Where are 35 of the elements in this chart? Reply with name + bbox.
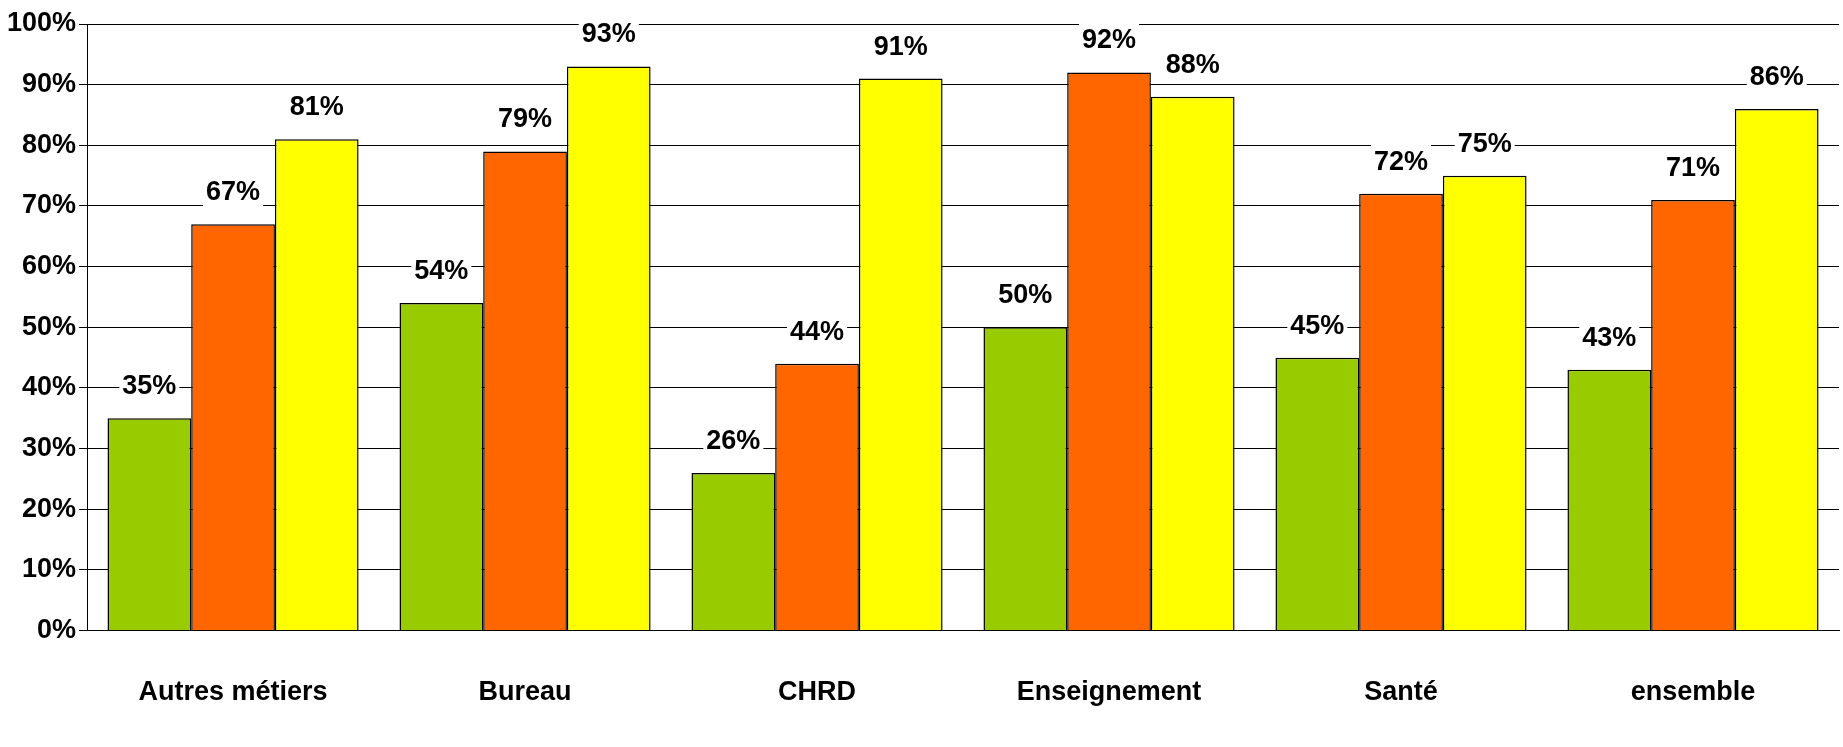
data-label: 54%	[414, 254, 469, 285]
y-tick-label: 20%	[22, 492, 77, 523]
data-label: 91%	[873, 30, 928, 61]
y-tick-label: 70%	[22, 189, 77, 220]
data-label: 71%	[1665, 151, 1721, 182]
data-label: 92%	[1082, 24, 1137, 55]
x-tick-label: Autres métiers	[138, 676, 328, 707]
y-tick-label: 80%	[22, 128, 77, 159]
data-label: 81%	[289, 91, 344, 122]
x-tick-label: CHRD	[778, 676, 857, 707]
data-label: 43%	[1582, 321, 1637, 352]
y-tick-label: 10%	[22, 553, 77, 584]
data-label: 93%	[581, 18, 636, 49]
data-label: 75%	[1457, 127, 1512, 158]
x-tick-label: Santé	[1364, 676, 1438, 707]
data-label: 86%	[1749, 60, 1804, 91]
data-label: 44%	[790, 315, 845, 346]
y-tick-label: 60%	[22, 250, 77, 281]
y-tick-label: 30%	[22, 432, 77, 463]
data-label: 88%	[1165, 48, 1220, 79]
y-tick-label: 50%	[22, 310, 77, 341]
y-tick-label: 90%	[22, 68, 77, 99]
data-label: 79%	[498, 103, 553, 134]
data-label: 26%	[706, 424, 761, 455]
y-tick-label: 100%	[6, 7, 77, 38]
y-tick-label: 40%	[22, 371, 77, 402]
y-tick-label: 0%	[37, 614, 77, 645]
data-label: 50%	[998, 279, 1053, 310]
x-tick-label: ensemble	[1630, 676, 1756, 707]
data-label: 35%	[122, 370, 177, 401]
data-label: 45%	[1290, 309, 1345, 340]
x-tick-label: Enseignement	[1016, 676, 1202, 707]
data-label: 67%	[206, 176, 261, 207]
data-label: 72%	[1373, 145, 1429, 176]
x-tick-label: Bureau	[478, 676, 572, 707]
